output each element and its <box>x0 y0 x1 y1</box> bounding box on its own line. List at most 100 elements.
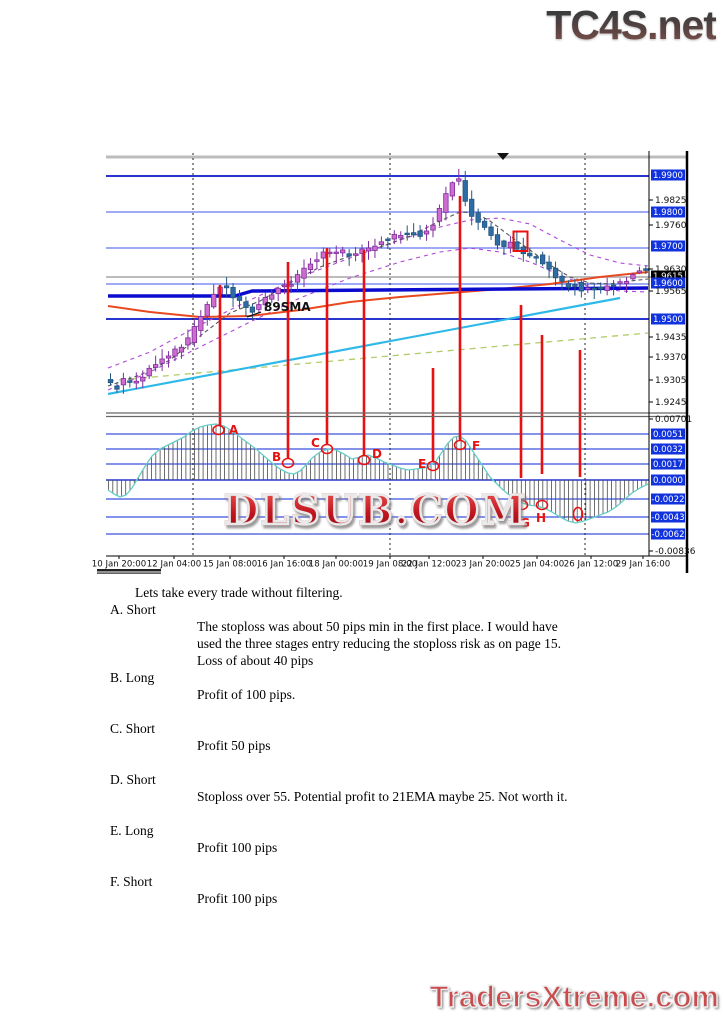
sma89-label: 89SMA <box>264 300 311 314</box>
candle-body <box>636 270 643 274</box>
scrollbar <box>97 572 161 574</box>
candle-body <box>527 252 533 257</box>
candle-body <box>578 281 584 292</box>
candle-body <box>294 274 301 283</box>
trade-letter-B: B <box>272 450 281 464</box>
price-label-box <box>651 169 685 181</box>
candle-body <box>204 304 210 317</box>
site-logo-tradersxtreme[interactable]: TradersXtreme.com <box>429 978 720 1014</box>
candle-body <box>320 251 327 259</box>
candle-body <box>256 304 262 310</box>
trade-circle-D <box>357 454 371 466</box>
trade-block-D: D. Short Stoploss over 55. Potential prof… <box>106 771 626 805</box>
price-tick-label: 1.9435 <box>655 333 687 343</box>
candle-body <box>133 380 139 384</box>
trade-circle-F <box>453 439 467 451</box>
trade-note: The stoploss was about 50 pips min in th… <box>197 619 562 668</box>
candle-body <box>423 230 430 235</box>
candle-body <box>281 284 288 288</box>
trade-block-F: F. Short Profit 100 pips <box>106 873 626 907</box>
candle-body <box>456 178 462 182</box>
trade-letter-H: H <box>536 511 546 525</box>
time-tick-label: 18 Jan 00:00 <box>309 560 363 570</box>
candle-body <box>223 285 230 289</box>
triangle-marker <box>497 153 509 160</box>
time-tick-label: 16 Jan 16:00 <box>257 560 311 570</box>
candle-body <box>540 254 546 265</box>
price-label-box <box>651 240 685 252</box>
price-label-box <box>651 474 685 486</box>
candle-body <box>365 247 372 252</box>
candle-body <box>178 346 185 353</box>
candle-body <box>269 294 275 300</box>
site-logo-tc4s[interactable]: TC4S.net <box>546 2 717 48</box>
price-label-box <box>651 511 685 523</box>
candle-body <box>172 348 178 357</box>
candle-body <box>107 379 114 384</box>
candle-body <box>591 287 597 291</box>
green-trendline <box>107 332 649 382</box>
trade-note: Stoploss over 55. Potential profit to 21… <box>197 789 568 804</box>
trade-circle-A <box>212 424 225 436</box>
price-label-box <box>651 458 685 470</box>
osma-envelope <box>107 423 649 524</box>
candle-body <box>501 240 507 247</box>
trade-note: Profit 100 pips <box>197 840 278 855</box>
price-tick-label: 1.9825 <box>655 196 687 206</box>
price-level-label: 0.0051 <box>653 430 683 440</box>
price-level-label: -0.0043 <box>651 513 684 523</box>
candle-body <box>585 287 591 290</box>
candle-body <box>385 238 391 241</box>
candle-body <box>552 267 559 279</box>
trades-list: A. Short The stoploss was about 50 pips m… <box>106 601 626 907</box>
candle-body <box>565 283 572 288</box>
price-tick-label: -0.00836 <box>655 547 696 557</box>
time-tick-label: 19 Jan 08:00 <box>363 560 417 570</box>
candle-body <box>630 274 636 280</box>
price-label-box <box>651 270 685 282</box>
candle-body <box>275 287 281 295</box>
trade-letter-G: G <box>520 516 530 530</box>
candle-body <box>165 355 172 359</box>
candle-body <box>346 253 352 257</box>
price-level-label: -0.0062 <box>651 530 684 540</box>
price-label-box <box>651 528 685 540</box>
trade-label: B. Long <box>110 670 155 685</box>
price-level-label: -0.0022 <box>651 495 684 505</box>
trade-letter-E: E <box>418 457 426 471</box>
price-level-label: 1.9600 <box>653 279 683 289</box>
trade-label: E. Long <box>110 823 154 838</box>
trade-letter-D: D <box>372 447 382 461</box>
trade-note: Profit 50 pips <box>197 738 271 753</box>
candle-body <box>191 326 198 343</box>
trade-circle-C <box>320 443 334 455</box>
price-label-box <box>651 493 685 505</box>
price-level-label: 1.9900 <box>653 171 683 181</box>
candle-body <box>340 249 346 254</box>
watermark-dlsub: DLSUB.COM <box>223 486 528 536</box>
candle-body <box>469 198 475 217</box>
sma89-line <box>107 271 649 318</box>
candle-body <box>623 281 630 285</box>
trade-letter-A: A <box>229 423 239 437</box>
price-label-box <box>651 313 685 325</box>
price-tick-label: 1.9245 <box>655 398 687 408</box>
scrollbar <box>97 569 161 572</box>
candle-body <box>494 234 501 246</box>
candle-body <box>378 241 385 245</box>
candle-body <box>288 284 294 287</box>
candle-body <box>398 234 404 239</box>
price-tick-label: 1.9370 <box>655 353 687 363</box>
trade-note: Profit 100 pips <box>197 891 278 906</box>
trade-block-A: A. Short The stoploss was about 50 pips m… <box>106 601 626 669</box>
trade-block-C: C. Short Profit 50 pips <box>106 720 626 754</box>
candle-body <box>301 267 307 279</box>
price-label-box <box>651 443 685 455</box>
price-level-label: 0.0000 <box>653 476 683 486</box>
candle-body <box>127 380 133 383</box>
trade-label: F. Short <box>110 874 153 889</box>
intro-line: Lets take every trade without filtering. <box>135 585 343 600</box>
candle-body <box>436 207 443 222</box>
candle-body <box>333 251 339 254</box>
candle-body <box>449 182 456 197</box>
